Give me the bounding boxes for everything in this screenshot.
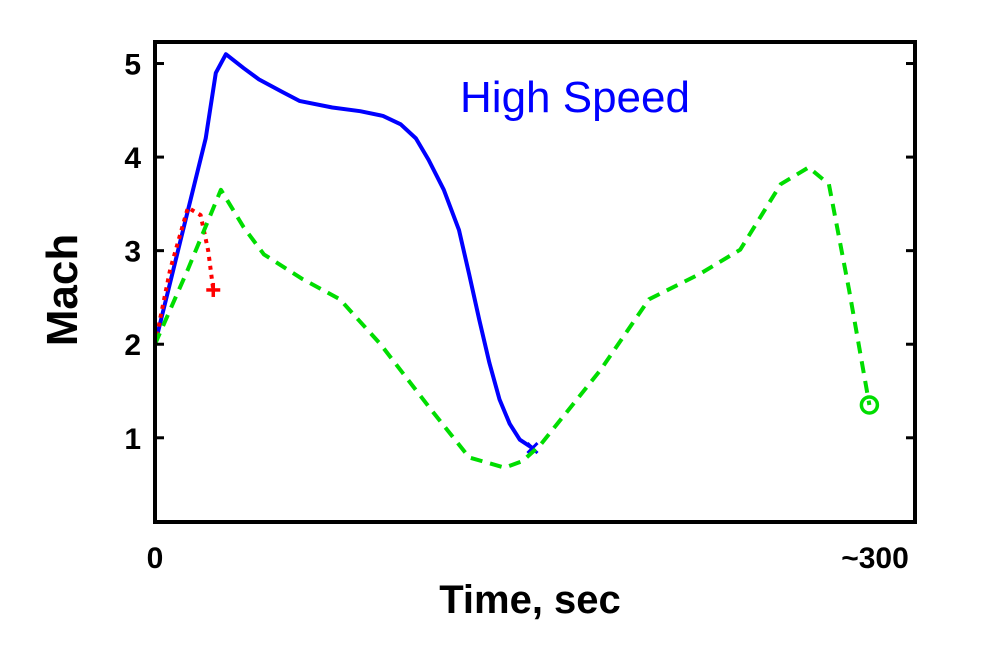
- y-axis-label: Mach: [38, 234, 87, 346]
- series-line-red-dotted: [153, 205, 216, 345]
- y-tick-label: 4: [124, 142, 141, 175]
- y-tick-label: 1: [124, 423, 141, 456]
- x-axis-label: Time, sec: [439, 578, 621, 622]
- series-line-green-dashed: [153, 165, 872, 470]
- y-tick-label: 5: [124, 49, 141, 82]
- series-line-blue-solid: [153, 52, 534, 450]
- annotation-high-speed: High Speed: [460, 73, 690, 122]
- series-layer: [153, 52, 880, 470]
- ticks-layer: 1 2 3 4 5 0 ~300: [124, 49, 915, 575]
- end-marker-red-dotted: [206, 282, 221, 297]
- end-marker-green-dashed: [859, 395, 880, 415]
- y-tick-label: 3: [124, 236, 141, 269]
- plot-frame: [153, 40, 917, 524]
- y-tick-label: 2: [124, 329, 141, 362]
- x-tick-label: 0: [147, 542, 164, 575]
- x-tick-label: ~300: [841, 542, 909, 575]
